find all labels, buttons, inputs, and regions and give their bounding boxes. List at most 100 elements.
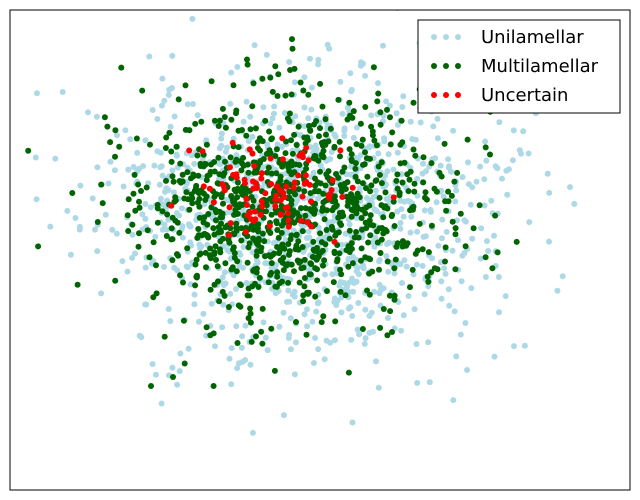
- data-point: [314, 248, 321, 255]
- data-point: [242, 228, 249, 235]
- data-point: [265, 279, 272, 286]
- data-point: [267, 155, 274, 162]
- data-point: [384, 332, 391, 339]
- data-point: [237, 303, 244, 310]
- data-point: [211, 251, 218, 258]
- data-point: [216, 298, 223, 305]
- data-point: [258, 198, 265, 205]
- data-point: [312, 147, 319, 154]
- data-point: [341, 280, 348, 286]
- data-point: [301, 123, 308, 130]
- data-point: [295, 172, 302, 179]
- data-point: [399, 280, 405, 286]
- data-point: [32, 154, 39, 161]
- data-point: [353, 229, 360, 235]
- data-point: [154, 219, 161, 226]
- data-point: [265, 164, 272, 171]
- data-point: [325, 219, 332, 226]
- data-point: [217, 246, 223, 253]
- data-point: [229, 264, 236, 271]
- data-point: [308, 106, 315, 113]
- data-point: [398, 117, 405, 124]
- data-point: [207, 245, 214, 252]
- data-point: [293, 142, 300, 148]
- data-point: [276, 124, 283, 131]
- data-point: [378, 180, 385, 187]
- data-point: [177, 272, 184, 279]
- data-point: [269, 115, 276, 122]
- data-point: [233, 220, 240, 227]
- data-point: [218, 135, 225, 142]
- data-point: [130, 163, 137, 170]
- data-point: [367, 232, 374, 239]
- data-point: [491, 353, 498, 360]
- data-point: [208, 78, 215, 85]
- data-point: [491, 232, 497, 239]
- data-point: [368, 309, 375, 316]
- data-point: [105, 180, 112, 187]
- data-point: [363, 204, 370, 211]
- data-point: [268, 170, 275, 177]
- data-point: [253, 333, 259, 340]
- data-point: [67, 251, 74, 258]
- data-point: [177, 350, 184, 357]
- legend: Unilamellar Multilamellar Uncertain: [417, 19, 621, 114]
- data-point: [368, 112, 375, 119]
- data-point: [154, 201, 161, 208]
- data-point: [217, 238, 224, 245]
- data-point: [116, 143, 123, 150]
- data-point: [386, 292, 393, 299]
- data-point: [363, 185, 369, 192]
- data-point: [252, 223, 258, 230]
- data-point: [520, 128, 527, 135]
- data-point: [455, 237, 461, 244]
- data-point: [296, 279, 303, 286]
- data-point: [215, 160, 222, 167]
- data-point: [243, 280, 250, 286]
- data-point: [268, 260, 275, 267]
- data-point: [296, 152, 303, 159]
- data-point: [298, 217, 304, 224]
- data-point: [377, 250, 384, 256]
- data-point: [319, 142, 326, 149]
- data-point: [200, 183, 207, 190]
- data-point: [348, 151, 355, 158]
- data-point: [320, 190, 327, 197]
- data-point: [484, 238, 490, 245]
- data-point: [193, 256, 200, 263]
- data-point: [245, 285, 252, 292]
- data-point: [344, 104, 351, 111]
- data-point: [322, 271, 328, 278]
- data-point: [513, 238, 520, 245]
- data-point: [191, 160, 198, 167]
- data-point: [311, 254, 318, 261]
- data-point: [196, 195, 203, 202]
- data-point: [125, 228, 132, 234]
- data-point: [386, 102, 393, 109]
- data-point: [358, 142, 365, 149]
- data-point: [468, 285, 475, 292]
- data-point: [271, 110, 277, 117]
- data-point: [320, 262, 326, 269]
- data-point: [249, 103, 256, 110]
- data-point: [554, 287, 561, 294]
- data-point: [228, 116, 235, 123]
- data-point: [334, 258, 341, 265]
- data-point: [213, 256, 219, 263]
- data-point: [180, 279, 186, 286]
- plot-frame: [9, 9, 631, 491]
- data-point: [353, 210, 360, 217]
- data-point: [390, 166, 397, 173]
- data-point: [331, 197, 338, 204]
- data-point: [312, 175, 318, 182]
- data-point: [320, 313, 327, 320]
- data-point: [387, 114, 393, 121]
- data-point: [419, 262, 426, 269]
- data-point: [272, 203, 279, 210]
- data-point: [297, 79, 304, 86]
- data-point: [428, 160, 435, 167]
- data-point: [167, 123, 174, 130]
- data-point: [301, 74, 308, 81]
- data-point: [323, 227, 330, 233]
- data-point: [135, 243, 142, 250]
